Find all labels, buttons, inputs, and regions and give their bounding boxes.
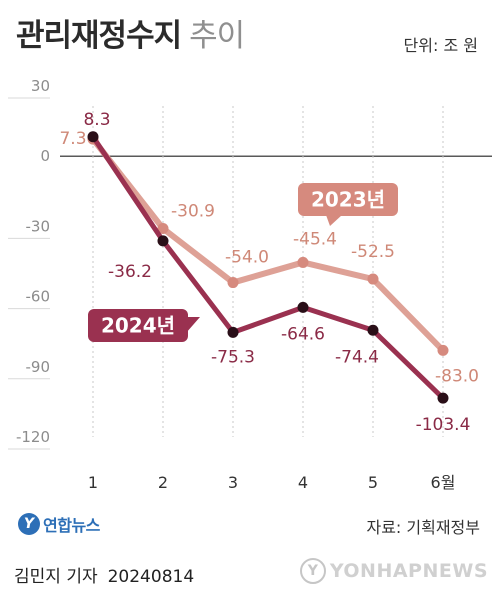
yonhap-logo-text: 연합뉴스 — [43, 516, 100, 535]
series-line — [90, 136, 446, 354]
legend-badge — [88, 309, 188, 342]
data-point — [87, 131, 99, 143]
x-tick-label: 6월 — [431, 473, 456, 492]
chart-subtitle: 추이 — [189, 18, 245, 54]
legend-badge — [298, 183, 398, 216]
data-label: 7.3 — [59, 129, 86, 149]
data-point — [367, 273, 379, 285]
data-point — [437, 392, 449, 404]
y-tick-label: -120 — [16, 428, 50, 446]
y-tick-label: -60 — [26, 288, 51, 306]
data-label: -52.5 — [351, 242, 395, 262]
series-line — [90, 134, 446, 401]
x-tick-label: 5 — [368, 473, 378, 492]
data-label: -54.0 — [225, 248, 269, 268]
yonhap-logo: Y 연합뉴스 — [18, 512, 100, 536]
watermark-icon: Y — [299, 558, 326, 584]
y-tick-label: -90 — [26, 358, 51, 376]
chart-header: 관리재정수지 추이 — [16, 10, 245, 70]
data-label: -64.6 — [281, 324, 325, 344]
x-tick-label: 1 — [88, 473, 98, 492]
data-label: -74.4 — [335, 347, 379, 367]
x-tick-label: 2 — [158, 473, 168, 492]
y-tick-label: 30 — [31, 77, 50, 95]
data-label: -75.3 — [211, 347, 255, 367]
data-label: 8.3 — [83, 110, 110, 130]
y-tick-label: -30 — [26, 217, 51, 235]
byline: 김민지 기자 20240814 — [14, 562, 194, 587]
data-point — [437, 344, 449, 356]
publish-date: 20240814 — [107, 567, 195, 587]
chart-area: 30 0 -30 -60 -90 -120 1 2 3 4 5 6월 7.3 -30.9 -54.0 -45.… — [0, 70, 500, 510]
data-point — [227, 277, 239, 289]
reporter-name: 김민지 기자 — [14, 567, 98, 587]
legend-label: 2023년 — [311, 188, 385, 212]
line-chart: 30 0 -30 -60 -90 -120 1 2 3 4 5 6월 7.3 -30.9 -54.0 -45.… — [8, 77, 492, 492]
unit-label: 단위: 조 원 — [403, 36, 478, 55]
data-point — [297, 256, 309, 268]
legend-label: 2024년 — [101, 314, 175, 338]
chart-title: 관리재정수지 — [16, 18, 182, 54]
data-label: -103.4 — [416, 415, 471, 435]
legend-badge-tail — [186, 317, 200, 333]
data-point — [157, 223, 169, 235]
yonhap-logo-icon: Y — [18, 513, 40, 535]
data-label: -83.0 — [435, 366, 479, 386]
legend-badge-tail — [326, 215, 342, 226]
yonhapnews-watermark: Y YONHAPNEWS — [299, 558, 488, 584]
x-tick-label: 3 — [228, 473, 238, 492]
x-tick-label: 4 — [298, 473, 308, 492]
data-label: -30.9 — [171, 202, 215, 222]
y-tick-label: 0 — [40, 147, 50, 165]
data-label: -36.2 — [108, 262, 152, 282]
data-label: -45.4 — [293, 229, 337, 249]
data-point — [157, 235, 169, 247]
watermark-text: YONHAPNEWS — [329, 560, 488, 582]
data-point — [227, 326, 239, 338]
data-point — [297, 301, 309, 313]
source-note: 자료: 기획재정부 — [366, 518, 480, 537]
data-point — [367, 324, 379, 336]
